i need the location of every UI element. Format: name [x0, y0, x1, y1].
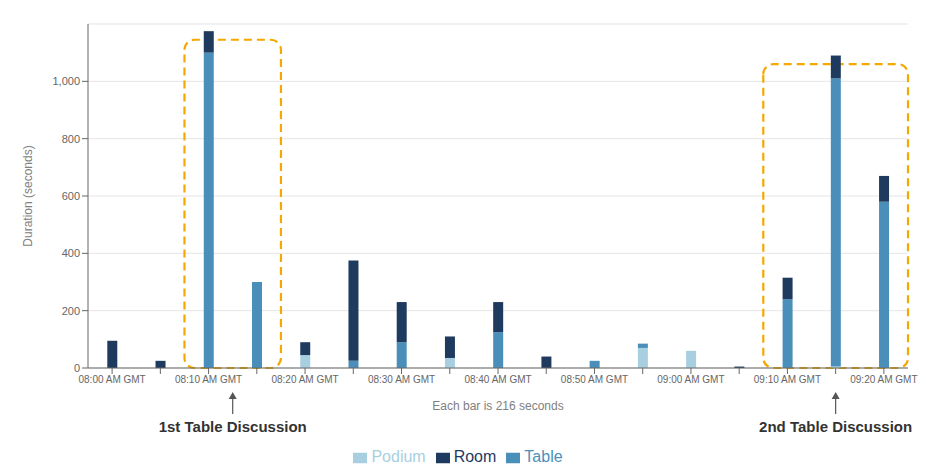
svg-text:08:20 AM GMT: 08:20 AM GMT: [271, 374, 338, 385]
svg-text:Duration (seconds): Duration (seconds): [21, 145, 35, 246]
svg-text:600: 600: [62, 190, 80, 202]
svg-text:0: 0: [74, 362, 80, 374]
svg-text:Each bar is 216 seconds: Each bar is 216 seconds: [432, 399, 563, 413]
svg-text:400: 400: [62, 247, 80, 259]
svg-text:08:30 AM GMT: 08:30 AM GMT: [368, 374, 435, 385]
svg-text:08:40 AM GMT: 08:40 AM GMT: [464, 374, 531, 385]
svg-text:09:10 AM GMT: 09:10 AM GMT: [754, 374, 821, 385]
svg-text:200: 200: [62, 305, 80, 317]
svg-text:1st Table Discussion: 1st Table Discussion: [159, 418, 307, 435]
svg-text:2nd Table Discussion: 2nd Table Discussion: [759, 418, 912, 435]
html-text:Room: Room: [453, 448, 497, 465]
html-text:Table: Table: [524, 448, 563, 465]
html-text:Podium: Podium: [371, 448, 426, 465]
svg-text:08:10 AM GMT: 08:10 AM GMT: [175, 374, 242, 385]
svg-text:08:00 AM GMT: 08:00 AM GMT: [78, 374, 145, 385]
svg-text:09:00 AM GMT: 09:00 AM GMT: [657, 374, 724, 385]
svg-text:1,000: 1,000: [52, 75, 80, 87]
svg-text:800: 800: [62, 133, 80, 145]
svg-text:09:20 AM GMT: 09:20 AM GMT: [850, 374, 917, 385]
svg-text:08:50 AM GMT: 08:50 AM GMT: [561, 374, 628, 385]
